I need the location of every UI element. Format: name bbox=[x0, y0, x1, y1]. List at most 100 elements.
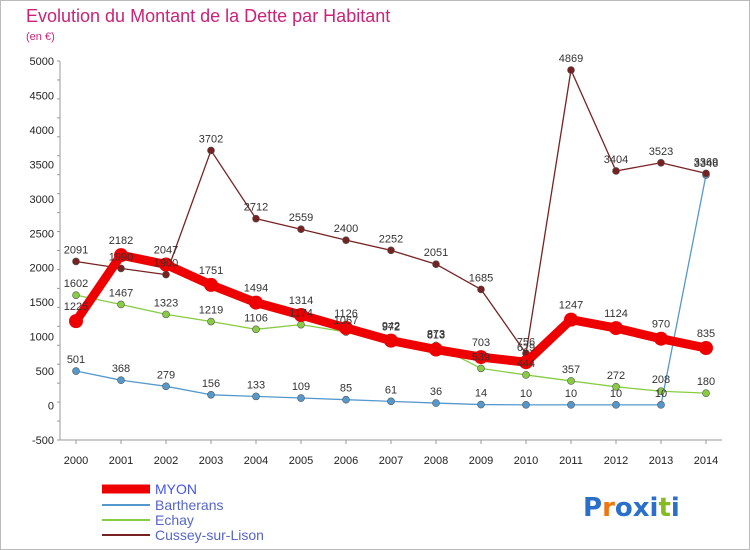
data-labels: 501 368 279 156 133 109 85 61 36 14 10 10 10 10 3346 16… bbox=[64, 53, 718, 400]
data-point bbox=[477, 285, 485, 294]
y-tick-label: 4000 bbox=[30, 125, 54, 137]
data-label: 14 bbox=[475, 388, 487, 400]
data-label: 1124 bbox=[604, 308, 628, 320]
data-label: 1219 bbox=[199, 305, 223, 317]
data-label: 1314 bbox=[289, 295, 313, 307]
data-label: 36 bbox=[430, 386, 442, 398]
x-tick-label: 2001 bbox=[109, 455, 133, 467]
data-point bbox=[72, 257, 80, 266]
legend-label: MYON bbox=[155, 481, 197, 497]
data-label: 3346 bbox=[694, 158, 718, 170]
data-label: 10 bbox=[655, 388, 667, 400]
data-label: 835 bbox=[697, 328, 715, 340]
data-point bbox=[114, 248, 128, 263]
data-label: 3702 bbox=[199, 133, 223, 145]
data-point bbox=[162, 382, 170, 391]
y-tick-label: 500 bbox=[36, 366, 54, 378]
data-label: 1174 bbox=[289, 308, 313, 320]
data-label: 1323 bbox=[154, 297, 178, 309]
data-label: 813 bbox=[427, 330, 445, 342]
data-point bbox=[657, 158, 665, 167]
data-label: 10 bbox=[610, 388, 622, 400]
data-point bbox=[117, 264, 125, 273]
data-point bbox=[72, 291, 80, 299]
data-label: 1467 bbox=[109, 287, 133, 299]
data-point bbox=[474, 350, 488, 365]
data-label: 970 bbox=[652, 319, 670, 331]
y-tick-label: 3000 bbox=[30, 194, 54, 206]
y-tick-label: 1000 bbox=[30, 332, 54, 344]
data-point bbox=[432, 260, 440, 269]
data-label: 2559 bbox=[289, 212, 313, 224]
data-label: 2400 bbox=[334, 223, 358, 235]
data-label: 10 bbox=[520, 388, 532, 400]
data-label: 1126 bbox=[334, 308, 358, 320]
logo-letter: i bbox=[671, 493, 680, 523]
data-label: 61 bbox=[385, 384, 397, 396]
data-label: 1067 bbox=[334, 315, 358, 327]
data-label: 942 bbox=[382, 321, 400, 333]
data-point bbox=[117, 376, 125, 384]
legend-label: Bartherans bbox=[155, 497, 223, 513]
y-tick-label: 2000 bbox=[30, 263, 54, 275]
data-point bbox=[612, 383, 620, 391]
data-point bbox=[702, 389, 710, 397]
data-point bbox=[522, 401, 530, 409]
data-point bbox=[567, 401, 575, 409]
data-point bbox=[567, 377, 575, 385]
data-label: 109 bbox=[292, 381, 310, 393]
data-point bbox=[429, 342, 443, 357]
x-tick-label: 2013 bbox=[649, 455, 673, 467]
logo-letter: t bbox=[658, 493, 670, 523]
data-label: 208 bbox=[652, 374, 670, 386]
data-point bbox=[384, 333, 398, 348]
data-label: 501 bbox=[67, 354, 85, 366]
x-tick-label: 2009 bbox=[469, 455, 493, 467]
data-label: 1685 bbox=[469, 272, 493, 284]
data-point bbox=[342, 395, 350, 404]
data-point bbox=[612, 401, 620, 409]
data-point bbox=[207, 317, 215, 326]
data-point bbox=[207, 146, 215, 155]
data-point bbox=[657, 387, 665, 396]
legend-label: Cussey-sur-Lison bbox=[155, 527, 264, 543]
data-point bbox=[657, 401, 665, 409]
data-label: 85 bbox=[340, 383, 352, 395]
x-tick-label: 2003 bbox=[199, 455, 223, 467]
data-label: 10 bbox=[565, 388, 577, 400]
data-point bbox=[339, 320, 353, 335]
y-tick-label: 3500 bbox=[30, 159, 54, 171]
data-label: 133 bbox=[247, 379, 265, 391]
data-point bbox=[564, 312, 578, 327]
y-tick-label: 4500 bbox=[30, 90, 54, 102]
data-point bbox=[207, 390, 215, 399]
logo-letter: o bbox=[615, 493, 633, 523]
data-label: 180 bbox=[697, 376, 715, 388]
data-point bbox=[204, 277, 218, 292]
data-point bbox=[162, 310, 170, 319]
data-point bbox=[477, 364, 485, 373]
data-label: 1602 bbox=[64, 278, 88, 290]
data-point bbox=[294, 307, 308, 322]
y-tick-label: 0 bbox=[48, 401, 54, 413]
data-point bbox=[654, 331, 668, 346]
data-label: 156 bbox=[202, 378, 220, 390]
proxiti-logo: Proxiti bbox=[583, 493, 680, 523]
data-label: 4869 bbox=[559, 53, 583, 65]
data-point bbox=[609, 321, 623, 336]
x-tick-label: 2005 bbox=[289, 455, 313, 467]
data-label: 2091 bbox=[64, 244, 88, 256]
data-label: 1106 bbox=[244, 312, 268, 324]
chart-subtitle: (en €) bbox=[26, 31, 55, 43]
data-label: 444 bbox=[517, 358, 535, 370]
data-label: 2047 bbox=[154, 244, 178, 256]
data-label: 1990 bbox=[109, 251, 133, 263]
data-point bbox=[297, 225, 305, 234]
data-label: 3404 bbox=[604, 154, 628, 166]
data-label: 873 bbox=[427, 328, 445, 340]
data-label: 3523 bbox=[649, 146, 673, 158]
x-tick-label: 2007 bbox=[379, 455, 403, 467]
data-point bbox=[699, 341, 713, 356]
x-tick-label: 2002 bbox=[154, 455, 178, 467]
